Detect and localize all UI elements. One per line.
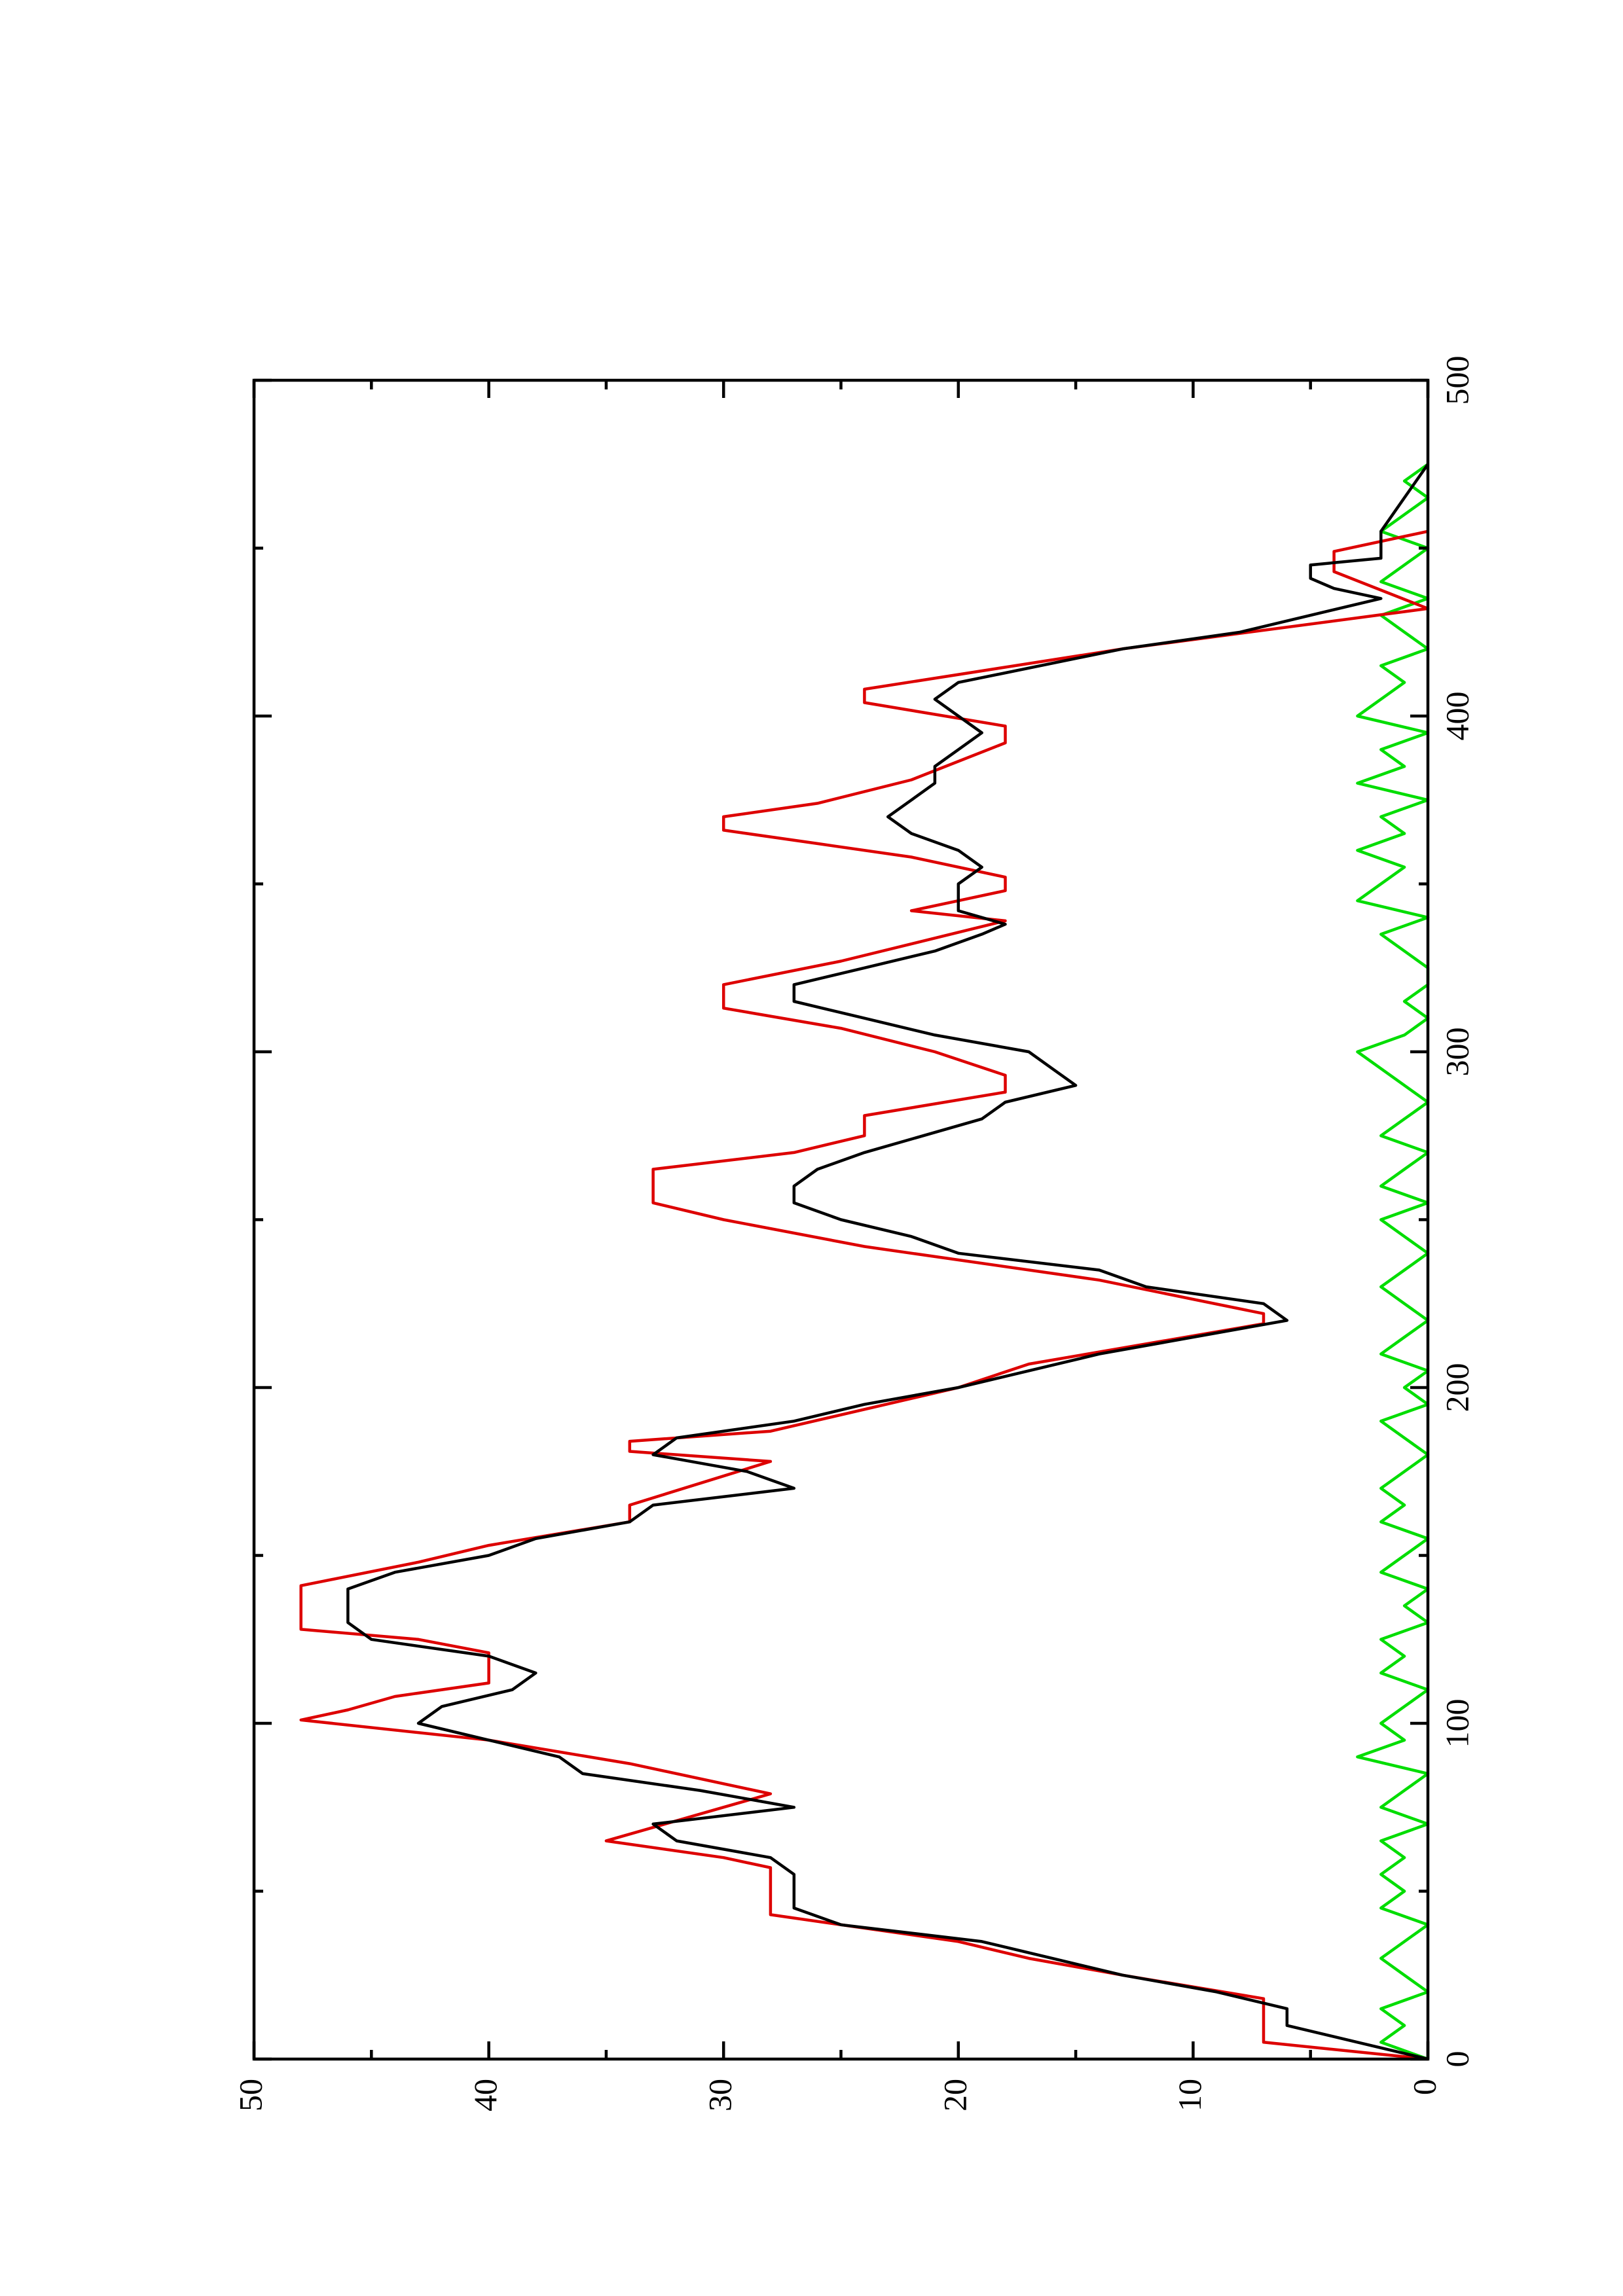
y-tick-label: 30 [702, 2079, 739, 2111]
y-tick-label: 50 [232, 2079, 268, 2111]
data-line [1356, 463, 1430, 2061]
data-line [299, 529, 1430, 2061]
y-tick-label: 10 [1171, 2079, 1208, 2111]
x-tick-label: 400 [1438, 692, 1475, 741]
y-tick-label: 40 [467, 2079, 503, 2111]
y-tick-label: 0 [1406, 2079, 1442, 2095]
x-tick-label: 300 [1438, 1028, 1475, 1077]
x-tick-label: 0 [1438, 2051, 1475, 2068]
x-tick-label: 100 [1438, 1699, 1475, 1748]
y-tick-label: 20 [936, 2079, 973, 2111]
x-tick-label: 200 [1438, 1363, 1475, 1412]
data-line [346, 463, 1429, 2061]
x-tick-label: 500 [1438, 356, 1475, 405]
